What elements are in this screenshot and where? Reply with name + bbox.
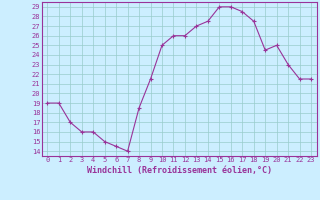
X-axis label: Windchill (Refroidissement éolien,°C): Windchill (Refroidissement éolien,°C) [87, 166, 272, 175]
